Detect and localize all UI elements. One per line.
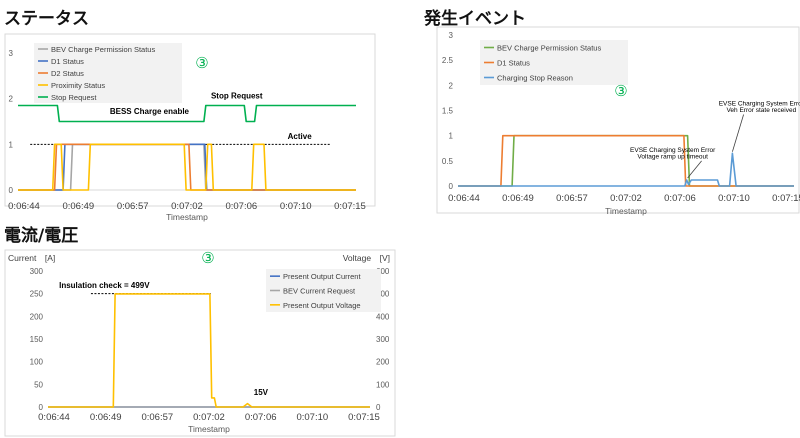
y-tick-label: 3: [9, 49, 14, 58]
x-tick-label: 0:06:44: [448, 193, 480, 204]
annotation-label: BESS Charge enable: [110, 107, 190, 116]
y-tick-label: 1: [9, 140, 14, 149]
x-tick-label: 0:06:49: [90, 412, 122, 423]
series-line-present-output-voltage: [48, 293, 370, 408]
x-tick-label: 0:07:02: [610, 193, 642, 204]
x-tick-label: 0:07:10: [296, 412, 328, 423]
legend-entry: BEV Charge Permission Status: [497, 44, 601, 53]
legend-entry: Present Output Current: [283, 272, 361, 281]
step-marker: ③: [614, 83, 627, 100]
x-tick-label: 0:06:57: [556, 193, 588, 204]
x-tick-label: 0:07:02: [171, 201, 203, 212]
y-right-tick-label: 100: [376, 380, 390, 389]
legend-entry: D2 Status: [51, 69, 84, 78]
y-tick-label: 50: [34, 380, 43, 389]
y-right-tick-label: 500: [376, 290, 390, 299]
x-tick-label: 0:06:49: [502, 193, 534, 204]
legend-box: [34, 43, 182, 103]
x-tick-label: 0:06:49: [62, 201, 94, 212]
annotation-label: Veh Error state received: [726, 107, 796, 114]
x-axis-title: Timestamp: [605, 206, 647, 216]
x-tick-label: 0:06:57: [141, 412, 173, 423]
x-tick-label: 0:06:57: [117, 201, 149, 212]
y-tick-label: 0: [39, 403, 44, 412]
y-right-tick-label: 600: [376, 267, 390, 276]
legend-entry: Stop Request: [51, 93, 97, 102]
x-tick-label: 0:07:06: [664, 193, 696, 204]
annotation-pointer: [732, 114, 744, 152]
x-tick-label: 0:07:15: [348, 412, 380, 423]
y-tick-label: 200: [30, 312, 44, 321]
legend-entry: Charging Stop Reason: [497, 74, 573, 83]
x-tick-label: 0:07:02: [193, 412, 225, 423]
annotation-label: 15V: [254, 388, 269, 397]
legend-entry: BEV Charge Permission Status: [51, 45, 155, 54]
y-right-tick-label: 0: [376, 403, 381, 412]
series-line-proximity-status: [18, 143, 356, 191]
legend-entry: D1 Status: [51, 57, 84, 66]
x-tick-label: 0:07:10: [280, 201, 312, 212]
y-right-tick-label: 400: [376, 312, 390, 321]
x-axis-title: Timestamp: [188, 424, 230, 434]
x-tick-label: 0:07:15: [772, 193, 800, 204]
events-section-title: 発生イベント: [424, 9, 526, 29]
y-axis-label-left: Current [A]: [8, 253, 55, 263]
annotation-label: Stop Request: [211, 92, 263, 101]
legend-entry: Present Output Voltage: [283, 301, 361, 310]
y-tick-label: 0.5: [442, 157, 454, 166]
y-tick-label: 3: [449, 31, 454, 40]
legend-entry: BEV Current Request: [283, 287, 356, 296]
y-tick-label: 2.5: [442, 56, 454, 65]
y-axis-label-right: Voltage [V]: [343, 253, 390, 263]
x-tick-label: 0:06:44: [38, 412, 70, 423]
y-tick-label: 300: [30, 267, 44, 276]
annotation-pointer: [687, 160, 702, 179]
x-tick-label: 0:07:06: [245, 412, 277, 423]
annotation-label: EVSE Charging System Error: [630, 147, 716, 154]
x-tick-label: 0:07:06: [225, 201, 257, 212]
annotation-label: Active: [288, 132, 313, 141]
y-tick-label: 2: [9, 95, 14, 104]
y-tick-label: 2: [449, 81, 454, 90]
x-tick-label: 0:07:15: [334, 201, 366, 212]
y-right-tick-label: 200: [376, 358, 390, 367]
current-voltage-section-title: 電流/電圧: [4, 226, 79, 246]
y-tick-label: 150: [30, 335, 44, 344]
y-tick-label: 250: [30, 290, 44, 299]
annotation-label: EVSE Charging System Error: [719, 100, 800, 107]
legend-entry: Proximity Status: [51, 81, 105, 90]
x-axis-title: Timestamp: [166, 212, 208, 222]
y-tick-label: 0: [9, 186, 14, 195]
series-line-stop-request: [18, 104, 356, 123]
y-tick-label: 0: [449, 182, 454, 191]
status-chart: 0 1 2 3 0:06:44 0:06:49 0:06:57 0:07:02 0:07:06 0…: [4, 33, 376, 222]
current-voltage-chart: 0 50 100 150 200 250 300 0 100 200 300 400 500 600 Cur…: [4, 249, 396, 437]
step-marker: ③: [201, 250, 214, 267]
y-tick-label: 1.5: [442, 107, 454, 116]
y-tick-label: 1: [449, 132, 454, 141]
legend-box: [266, 269, 381, 312]
step-marker: ③: [195, 55, 208, 72]
legend-entry: D1 Status: [497, 59, 530, 68]
y-right-tick-label: 300: [376, 335, 390, 344]
x-tick-label: 0:06:44: [8, 201, 40, 212]
events-chart: 0 0.5 1 1.5 2 2.5 3 0:06:44 0:06:49 0:06:57 0:07:0…: [436, 26, 800, 216]
y-tick-label: 100: [30, 358, 44, 367]
annotation-label: Voltage ramp up timeout: [637, 153, 708, 160]
legend-box: [480, 40, 628, 85]
x-tick-label: 0:07:10: [718, 193, 750, 204]
status-section-title: ステータス: [4, 9, 89, 29]
series-line-charging-stop-reason: [458, 152, 794, 187]
annotation-label: Insulation check = 499V: [59, 281, 150, 290]
